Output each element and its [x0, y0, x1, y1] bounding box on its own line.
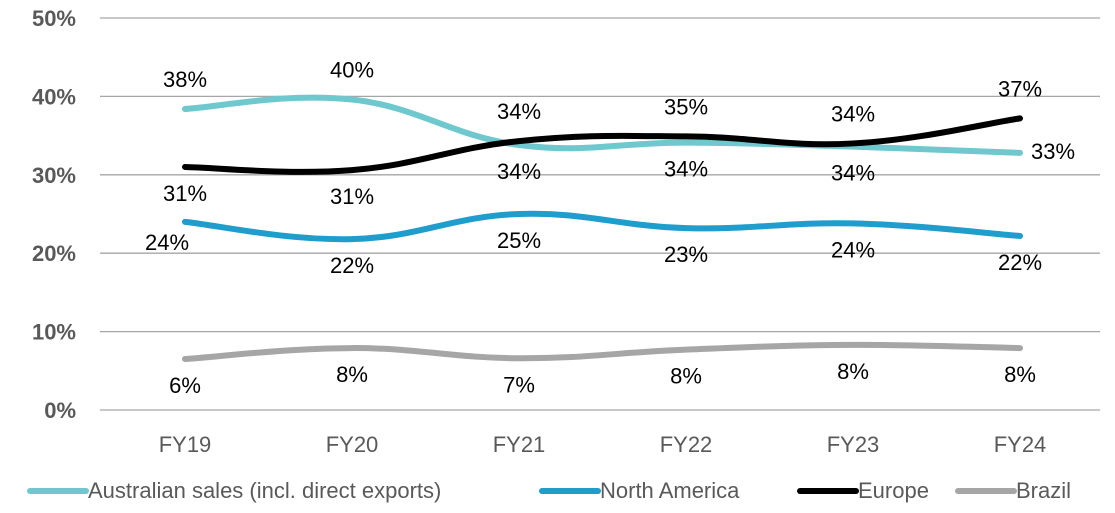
- data-label: 7%: [503, 372, 535, 397]
- legend-entry: Brazil: [955, 478, 1071, 503]
- x-tick-label: FY19: [159, 432, 212, 457]
- series-line-3: [182, 341, 1023, 363]
- data-label: 24%: [831, 237, 875, 262]
- series-line-1: [182, 210, 1023, 243]
- data-label: 6%: [169, 373, 201, 398]
- data-label: 34%: [831, 101, 875, 126]
- y-tick-label: 0%: [44, 398, 76, 423]
- gridlines: [100, 17, 1100, 411]
- series-lines: [182, 94, 1023, 363]
- x-tick-label: FY21: [493, 432, 546, 457]
- data-label: 33%: [1031, 139, 1075, 164]
- y-tick-label: 10%: [32, 320, 76, 345]
- data-label: 31%: [163, 181, 207, 206]
- data-label: 34%: [664, 157, 708, 182]
- legend-entry: North America: [539, 478, 740, 503]
- x-tick-label: FY20: [326, 432, 379, 457]
- legend-label: Brazil: [1016, 478, 1071, 503]
- data-label: 31%: [330, 184, 374, 209]
- data-label: 8%: [1004, 362, 1036, 387]
- data-label: 40%: [330, 58, 374, 83]
- data-label: 34%: [497, 159, 541, 184]
- data-label: 37%: [998, 76, 1042, 101]
- x-tick-label: FY23: [827, 432, 880, 457]
- data-label: 23%: [664, 242, 708, 267]
- y-tick-label: 20%: [32, 241, 76, 266]
- data-label: 22%: [998, 250, 1042, 275]
- data-label: 38%: [163, 67, 207, 92]
- data-labels: 38% 40% 34% 34% 34% 33% 24% 22% 25% 23% 24% 22% 31% 3…: [145, 58, 1075, 399]
- data-label: 8%: [670, 364, 702, 389]
- y-axis: 0% 10% 20% 30% 40% 50%: [32, 6, 76, 423]
- data-label: 24%: [145, 230, 189, 255]
- data-label: 8%: [336, 362, 368, 387]
- x-tick-label: FY24: [994, 432, 1047, 457]
- y-tick-label: 30%: [32, 163, 76, 188]
- y-tick-label: 50%: [32, 6, 76, 31]
- data-label: 35%: [664, 94, 708, 119]
- legend: Australian sales (incl. direct exports) N…: [27, 478, 1071, 503]
- y-tick-label: 40%: [32, 84, 76, 109]
- legend-label: Europe: [858, 478, 929, 503]
- legend-entry: Europe: [797, 478, 929, 503]
- data-label: 34%: [497, 99, 541, 124]
- data-label: 8%: [837, 359, 869, 384]
- data-label: 22%: [330, 253, 374, 278]
- series-line-0: [182, 94, 1023, 156]
- legend-label: North America: [600, 478, 740, 503]
- legend-entry: Australian sales (incl. direct exports): [27, 478, 441, 503]
- data-label: 34%: [831, 161, 875, 186]
- series-line-2: [182, 115, 1023, 175]
- x-axis: FY19 FY20 FY21 FY22 FY23 FY24: [159, 432, 1047, 457]
- x-tick-label: FY22: [660, 432, 713, 457]
- legend-label: Australian sales (incl. direct exports): [88, 478, 441, 503]
- data-label: 25%: [497, 228, 541, 253]
